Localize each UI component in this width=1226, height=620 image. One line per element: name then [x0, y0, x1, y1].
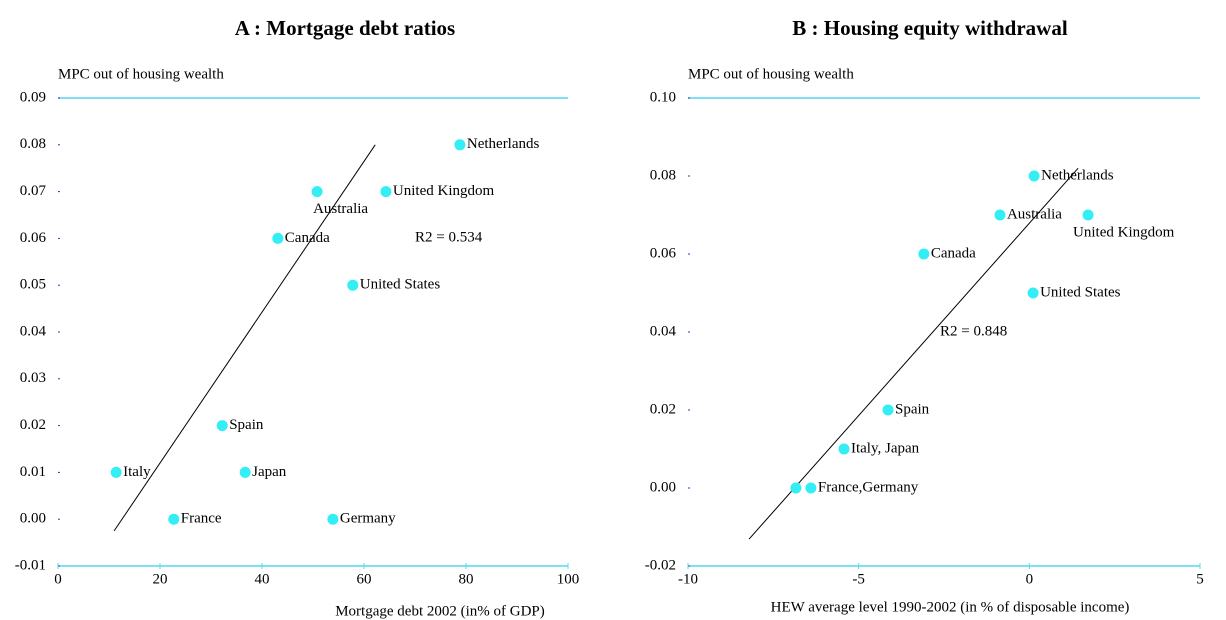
- point-label: Italy, Japan: [851, 440, 920, 456]
- point: [380, 186, 392, 198]
- point: [168, 513, 180, 525]
- y-tick-label: 0.06: [20, 230, 47, 246]
- x-tick-label: 100: [557, 571, 580, 587]
- y-tick-label: 0.09: [20, 89, 46, 105]
- point: [272, 232, 284, 244]
- x-tick-label: -5: [852, 571, 865, 587]
- y-tick-label: -0.01: [15, 557, 46, 573]
- point: [110, 466, 122, 478]
- y-tick-label: 0.01: [20, 464, 46, 480]
- trend-line: [748, 167, 1079, 540]
- y-tick-label: 0.04: [650, 323, 677, 339]
- y-axis-label: MPC out of housing wealth: [58, 66, 224, 82]
- point: [327, 513, 339, 525]
- point: [311, 186, 323, 198]
- point: [216, 420, 228, 432]
- point-label: Canada: [931, 245, 976, 261]
- point-label: Netherlands: [1041, 167, 1114, 183]
- x-tick-label: 60: [357, 571, 372, 587]
- point-label: Australia: [313, 201, 368, 217]
- trend-line: [113, 144, 376, 532]
- point-label: Spain: [229, 417, 264, 433]
- y-tick-label: 0.08: [650, 167, 676, 183]
- point-label: Italy: [123, 464, 151, 480]
- point-label: Netherlands: [467, 136, 540, 152]
- point: [1028, 170, 1040, 182]
- y-tick-label: 0.02: [20, 417, 46, 433]
- point: [1027, 287, 1039, 299]
- x-tick-label: 0: [54, 571, 62, 587]
- chart-title: A : Mortgage debt ratios: [235, 16, 455, 40]
- point: [454, 139, 466, 151]
- x-tick-label: 40: [255, 571, 270, 587]
- y-tick-label: 0.08: [20, 136, 46, 152]
- x-tick-label: 80: [459, 571, 474, 587]
- point: [994, 209, 1006, 221]
- point-label: United States: [360, 277, 441, 293]
- x-axis-label: HEW average level 1990-2002 (in % of dis…: [771, 599, 1130, 615]
- y-tick-label: 0.04: [20, 323, 47, 339]
- y-tick-label: 0.00: [650, 479, 676, 495]
- point-label: France,Germany: [818, 479, 919, 495]
- point-label: Spain: [895, 401, 930, 417]
- point-label: Canada: [285, 230, 330, 246]
- x-tick-label: 5: [1196, 571, 1204, 587]
- point: [239, 466, 251, 478]
- point: [1082, 209, 1094, 221]
- point-label: Germany: [340, 511, 396, 527]
- y-tick-label: -0.02: [645, 557, 676, 573]
- point-label: United Kingdom: [393, 183, 495, 199]
- annotation: R2 = 0.848: [940, 323, 1007, 339]
- y-tick-label: 0.06: [650, 245, 677, 261]
- y-axis-label: MPC out of housing wealth: [688, 66, 854, 82]
- chart-title: B : Housing equity withdrawal: [792, 16, 1068, 40]
- y-tick-label: 0.05: [20, 277, 46, 293]
- x-tick-label: 0: [1026, 571, 1034, 587]
- y-tick-label: 0.03: [20, 370, 46, 386]
- annotation: R2 = 0.534: [415, 229, 483, 245]
- x-tick-label: -10: [678, 571, 698, 587]
- point-label: United States: [1040, 284, 1121, 300]
- point-label: Japan: [252, 464, 287, 480]
- point: [838, 443, 850, 455]
- point-label: United Kingdom: [1073, 224, 1175, 240]
- y-tick-label: 0.02: [650, 401, 676, 417]
- y-tick-label: 0.07: [20, 183, 47, 199]
- point: [805, 482, 817, 494]
- point-label: Australia: [1007, 206, 1062, 222]
- point: [347, 279, 359, 291]
- point: [882, 404, 894, 416]
- point-label: France: [181, 511, 222, 527]
- x-axis-label: Mortgage debt 2002 (in% of GDP): [335, 603, 545, 619]
- point: [918, 248, 930, 260]
- y-tick-label: 0.10: [650, 89, 676, 105]
- y-tick-label: 0.00: [20, 511, 46, 527]
- x-tick-label: 20: [153, 571, 168, 587]
- point: [790, 482, 802, 494]
